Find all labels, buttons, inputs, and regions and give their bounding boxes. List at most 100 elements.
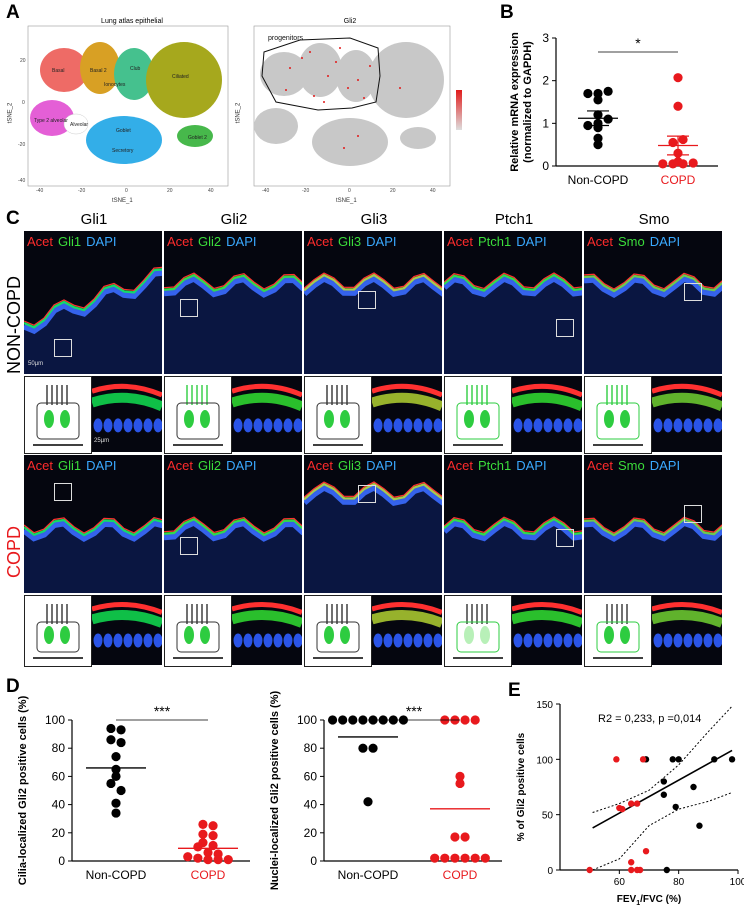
marker-band [232,392,302,412]
cell-schematic [304,595,372,667]
nucleus [464,626,474,644]
data-point [455,771,465,781]
marker-layer [584,517,722,537]
cilia-layer [444,272,582,290]
marker-layer [164,517,302,537]
x-axis-label-tail: /FVC (%) [640,894,681,905]
data-point [338,715,348,725]
stain-label: DAPI [366,458,397,473]
data-point [348,715,358,725]
x-tick-label: 100 [730,877,744,888]
tsne-cluster-plot: Basal Basal 2 Club Ciliated Ionocytes Ty… [7,18,234,204]
data-point [673,73,683,83]
data-point [193,853,203,863]
data-point [593,133,603,143]
micrograph-tissue [164,516,302,593]
epithelium-layer [164,274,302,298]
nucleus-stain [393,633,403,648]
data-point [440,853,450,863]
nucleus-stain [113,418,123,433]
nucleus-stain [413,633,423,648]
cluster-label-basal: Basal [52,68,65,74]
cell-schematic-svg [313,604,363,659]
nucleus-stain [383,418,393,433]
y-tick-label: 60 [304,769,318,783]
nucleus-stain [243,418,253,433]
cell-schematic [444,595,512,667]
cluster-label-basal2: Basal 2 [90,68,107,74]
cilia-layer [584,516,722,534]
zoom-inset [652,595,722,665]
nucleus-stain [663,633,673,648]
tsne-left-ylabel: tSNE_2 [7,102,14,124]
stain-label: DAPI [86,234,117,249]
y-axis-label-line: (normalized to GAPDH) [522,41,534,163]
tick-y: 0 [22,100,25,106]
cell-outline [176,621,220,653]
colorbar [456,90,462,130]
nucleus-stain [703,418,713,433]
nucleus-stain [393,418,403,433]
tissue-region [304,487,442,593]
data-point [603,114,613,124]
cluster-label-goblet2: Goblet 2 [188,135,207,141]
y-tick-label: 0 [547,866,553,877]
tick-x: -40 [36,188,43,194]
cell-outline [36,621,80,653]
micrograph: Acet Gli3 DAPI [304,231,442,374]
stain-labels: Acet Gli1 DAPI [27,234,121,249]
stain-labels: Acet Ptch1 DAPI [447,458,552,473]
stain-label: DAPI [649,458,681,473]
nucleus-stain [423,418,433,433]
nucleus-stain [383,633,393,648]
data-point-copd [633,800,641,807]
cell-schematic-svg [173,385,223,446]
nucleus-stain [553,633,563,648]
stain-labels: Acet Gli1 DAPI [27,458,121,473]
nucleus-stain [533,633,543,648]
cilia-band [372,602,442,615]
zoom-inset-svg [652,602,722,648]
cell-schematic [24,595,92,667]
cell-schematic-svg [33,385,83,446]
nucleus-stain [373,418,383,433]
zoom-inset [512,376,582,452]
cell-schematic [584,595,652,667]
cluster-label-at2: Type 2 alveolar [34,118,68,124]
nucleus [184,410,194,428]
data-point [658,159,668,169]
zoom-inset [652,376,722,452]
zoom-region-box [180,299,198,317]
data-point [208,821,218,831]
cell-schematic-svg [593,385,643,446]
tick-x: 20 [390,188,396,194]
cluster-basal [40,48,88,92]
nucleus-stain [293,633,302,648]
nucleus-stain [653,633,663,648]
nucleus-stain [433,418,442,433]
cluster-goblet2 [177,125,213,147]
micrograph-tissue [164,272,302,374]
data-point [111,808,121,818]
zoom-inset-svg [512,602,582,648]
cell-outline [176,402,220,440]
cilia-layer [304,272,442,289]
tissue-region [444,278,582,374]
nucleus-stain [253,633,263,648]
stain-label: Smo [618,234,645,249]
data-point [450,832,460,842]
data-point-non-copd [690,783,697,791]
marker-band [92,610,162,628]
data-point [673,157,683,167]
micrograph: Acet Smo DAPI [584,231,722,374]
marker-layer [444,273,582,292]
data-point [430,853,440,863]
stain-label: Gli1 [58,234,82,249]
nucleus-stain [123,418,133,433]
data-point [688,158,698,168]
data-point [223,854,233,865]
stain-labels: Acet Gli2 DAPI [167,234,261,249]
marker-band [512,392,582,412]
panel-a-label: A [6,2,20,23]
nucleus-stain [233,418,243,433]
